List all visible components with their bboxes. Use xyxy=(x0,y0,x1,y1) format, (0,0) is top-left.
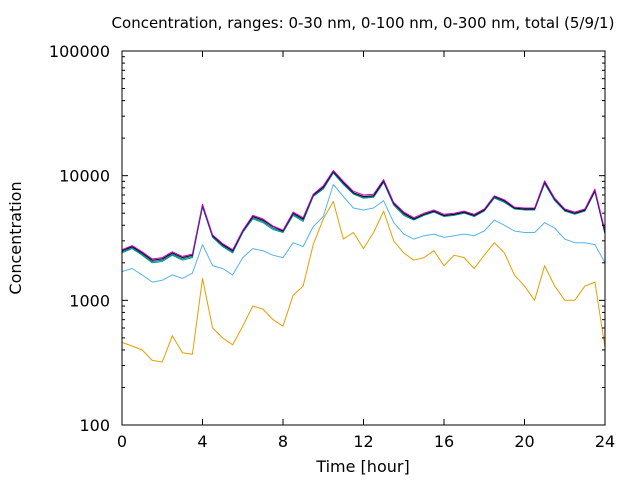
y-tick-label: 1000 xyxy=(69,291,110,310)
y-tick-label: 10000 xyxy=(59,167,110,186)
x-tick-label: 24 xyxy=(595,432,615,451)
series-line-2 xyxy=(121,184,606,283)
chart-title: Concentration, ranges: 0-30 nm, 0-100 nm… xyxy=(112,14,615,32)
y-axis-label: Concentration xyxy=(6,181,25,294)
series-line-3 xyxy=(121,172,606,264)
series-line-5 xyxy=(121,171,606,261)
x-tick-label: 4 xyxy=(197,432,207,451)
x-tick-label: 8 xyxy=(278,432,288,451)
x-tick-label: 12 xyxy=(353,432,373,451)
plot-frame xyxy=(121,50,606,426)
y-tick-label: 100000 xyxy=(49,42,110,61)
x-tick-label: 16 xyxy=(434,432,454,451)
series-line-1 xyxy=(121,201,606,363)
series-layer xyxy=(121,170,606,363)
x-axis-label: Time [hour] xyxy=(315,457,409,476)
y-tick-label: 100 xyxy=(79,416,110,435)
x-tick-label: 0 xyxy=(117,432,127,451)
x-tick-label: 20 xyxy=(514,432,534,451)
series-line-6 xyxy=(121,170,606,260)
ticks-layer: 0 4 8 12 16 20 24 100 1000 10000 100000 xyxy=(49,42,615,451)
